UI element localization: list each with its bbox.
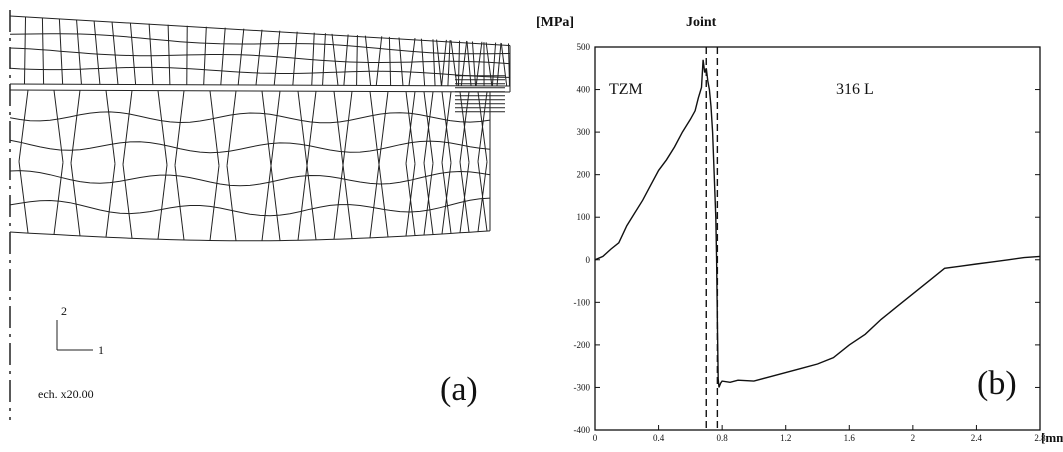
panel-b-label: (b): [977, 365, 1017, 402]
stress-profile-chart: -400 -300 -200 -100 0 100 200 300 400 500 0 0.4 0.8…: [520, 0, 1063, 447]
y-tick-label: 300: [577, 127, 591, 137]
x-tick-label: 1.2: [780, 433, 791, 443]
scale-text: ech. x20.00: [38, 387, 94, 401]
axis-1-label: 1: [98, 343, 104, 357]
y-tick-label: -400: [574, 425, 591, 435]
plot-frame: [595, 47, 1040, 430]
tzm-annotation: TZM: [609, 81, 643, 98]
y-tick-label: 200: [577, 170, 591, 180]
finite-element-mesh: [10, 16, 510, 241]
y-unit-label: [MPa]: [536, 15, 574, 30]
y-tick-label: 0: [586, 255, 591, 265]
x-unit-label: [mm]: [1041, 430, 1063, 445]
chart-axes: [595, 47, 1040, 430]
y-tick-label: -300: [574, 382, 591, 392]
panel-a-mesh: 2 1 ech. x20.00 (a): [0, 0, 520, 447]
x-tick-label: 2.4: [971, 433, 983, 443]
joint-annotation: Joint: [686, 15, 717, 30]
ss316l-annotation: 316 L: [836, 81, 874, 98]
stress-series-line: [595, 60, 1040, 388]
x-tick-label: 0.8: [717, 433, 729, 443]
y-axis-ticks: -400 -300 -200 -100 0 100 200 300 400 500: [574, 42, 1041, 435]
coordinate-axes-icon: [57, 320, 93, 350]
y-tick-label: -200: [574, 340, 591, 350]
y-tick-label: 500: [577, 42, 591, 52]
y-tick-label: 100: [577, 212, 591, 222]
panel-a-label: (a): [440, 371, 478, 408]
x-tick-label: 0.4: [653, 433, 665, 443]
fe-mesh-figure: 2 1 ech. x20.00 (a): [0, 0, 520, 447]
x-tick-label: 2: [911, 433, 916, 443]
x-tick-label: 0: [593, 433, 598, 443]
axis-2-label: 2: [61, 304, 67, 318]
y-tick-label: -100: [574, 297, 591, 307]
panel-b-chart: -400 -300 -200 -100 0 100 200 300 400 500 0 0.4 0.8…: [520, 0, 1063, 447]
y-tick-label: 400: [577, 85, 591, 95]
x-tick-label: 1.6: [844, 433, 856, 443]
